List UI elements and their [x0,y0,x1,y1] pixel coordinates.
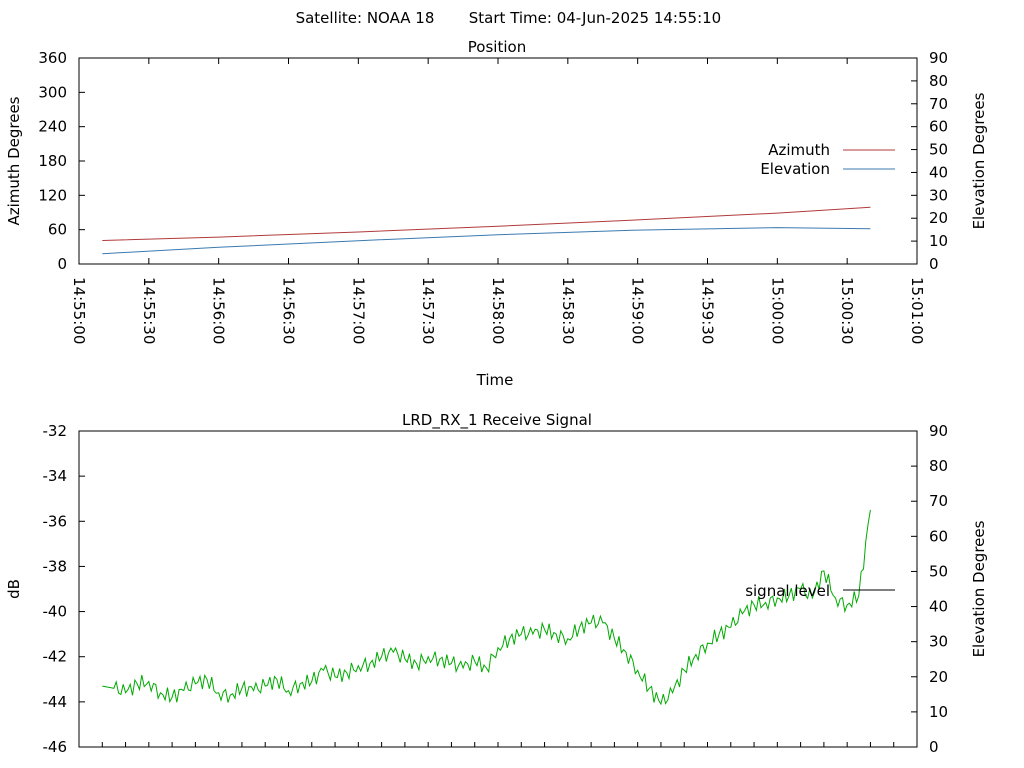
elevation2-tick-label: 10 [929,703,948,721]
db-tick-label: -44 [43,693,68,711]
azimuth-line [102,206,871,241]
db-tick-label: -38 [43,557,68,575]
azimuth-tick-label: 120 [38,186,67,204]
time-tick-label: 14:59:00 [629,277,647,344]
db-tick-label: -34 [43,467,68,485]
db-tick-label: -46 [43,738,68,756]
azimuth-tick-label: 300 [38,83,67,101]
elevation-tick-label: 10 [929,232,948,250]
elevation-tick-label: 90 [929,49,948,67]
elevation-tick-label: 40 [929,163,948,181]
time-tick-label: 14:58:30 [559,277,577,344]
signal-chart: LRD_RX_1 Receive Signal dB Elevation Deg… [5,411,988,756]
elevation-tick-label: 60 [929,118,948,136]
time-tick-label: 14:58:00 [489,277,507,344]
position-chart-ylabel: Azimuth Degrees [5,96,23,225]
time-tick-label: 15:00:30 [838,277,856,344]
signal-chart-legend: signal level [745,582,895,600]
elevation2-tick-label: 80 [929,457,948,475]
position-chart-title: Position [468,38,526,56]
db-tick-label: -40 [43,603,68,621]
header-satellite: Satellite: NOAA 18 [296,9,435,27]
elevation2-tick-label: 50 [929,562,948,580]
signal-chart-ylabel: dB [5,579,23,599]
time-tick-label: 14:55:30 [140,277,158,344]
elevation2-tick-label: 60 [929,527,948,545]
legend-label-azimuth: Azimuth [768,141,830,159]
db-tick-label: -42 [43,648,68,666]
elevation2-tick-label: 90 [929,422,948,440]
elevation2-tick-label: 20 [929,668,948,686]
elevation-tick-label: 50 [929,141,948,159]
legend-label-signal-level: signal level [745,582,830,600]
azimuth-tick-label: 0 [57,255,67,273]
position-chart-y2label: Elevation Degrees [970,92,988,229]
signal-chart-title: LRD_RX_1 Receive Signal [402,411,592,430]
header-start-time: Start Time: 04-Jun-2025 14:55:10 [469,9,721,27]
time-tick-label: 14:56:00 [210,277,228,344]
elevation2-tick-label: 30 [929,633,948,651]
azimuth-tick-label: 360 [38,49,67,67]
time-tick-label: 14:56:30 [280,277,298,344]
time-tick-label: 14:59:30 [699,277,717,344]
db-tick-label: -32 [43,422,68,440]
elevation-tick-label: 0 [929,255,939,273]
time-tick-label: 15:01:00 [908,277,926,344]
elevation-tick-label: 80 [929,72,948,90]
signal-level-line [102,509,871,706]
time-tick-label: 15:00:00 [768,277,786,344]
azimuth-tick-label: 240 [38,118,67,136]
elevation-tick-label: 20 [929,209,948,227]
elevation-tick-label: 70 [929,95,948,113]
time-tick-label: 14:57:30 [419,277,437,344]
position-chart-xlabel: Time [476,371,514,389]
elevation2-tick-label: 0 [929,738,939,756]
elevation-line [102,227,871,255]
azimuth-tick-label: 180 [38,152,67,170]
elevation2-tick-label: 40 [929,598,948,616]
time-tick-label: 14:55:00 [70,277,88,344]
elevation2-tick-label: 70 [929,492,948,510]
time-tick-label: 14:57:00 [349,277,367,344]
db-tick-label: -36 [43,512,68,530]
elevation-tick-label: 30 [929,186,948,204]
legend-label-elevation: Elevation [760,160,830,178]
position-chart: Position Time Azimuth Degrees Elevation … [5,38,988,389]
signal-chart-y2label: Elevation Degrees [970,520,988,657]
azimuth-tick-label: 60 [48,221,67,239]
